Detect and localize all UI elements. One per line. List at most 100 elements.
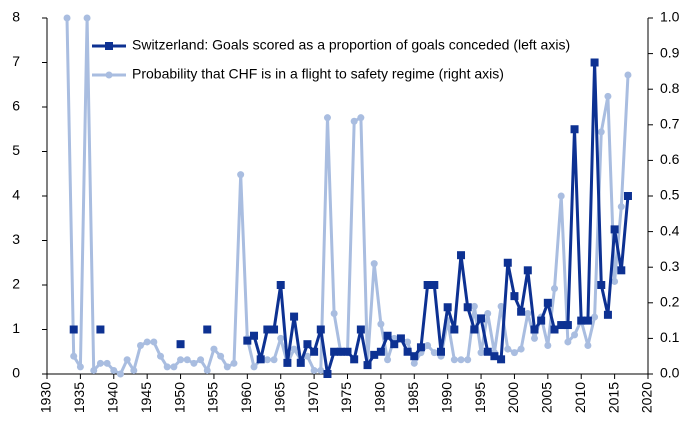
marker <box>336 347 345 356</box>
marker <box>464 356 472 364</box>
marker <box>203 366 211 374</box>
y-tick-label: 3 <box>12 231 20 247</box>
marker <box>611 277 619 285</box>
marker <box>543 298 552 307</box>
legend-marker <box>105 42 113 50</box>
marker <box>197 356 205 364</box>
x-tick-label: 1980 <box>372 382 388 413</box>
marker <box>423 281 432 289</box>
marker <box>330 309 338 317</box>
marker <box>517 345 525 353</box>
marker <box>530 334 538 342</box>
marker <box>370 260 378 268</box>
marker <box>256 355 265 364</box>
marker <box>177 356 185 364</box>
marker <box>424 342 432 350</box>
marker <box>90 366 98 374</box>
marker <box>490 352 499 361</box>
x-tick-label: 1970 <box>305 382 321 413</box>
marker <box>503 258 512 267</box>
marker <box>457 251 466 260</box>
y-tick-label: 5 <box>12 142 20 158</box>
marker <box>510 349 518 357</box>
y2-tick-label: 0.4 <box>660 222 680 238</box>
marker <box>96 359 104 367</box>
marker <box>410 359 418 367</box>
marker <box>484 309 492 317</box>
marker <box>376 347 385 356</box>
y-tick-label: 8 <box>12 9 20 25</box>
marker <box>230 359 238 367</box>
y2-tick-label: 0.7 <box>660 116 680 132</box>
x-tick-label: 1995 <box>472 382 488 413</box>
marker <box>290 345 298 353</box>
marker <box>603 310 612 319</box>
marker <box>76 363 84 371</box>
marker <box>563 321 572 330</box>
marker <box>277 334 285 342</box>
x-tick-label: 1985 <box>405 382 421 413</box>
marker <box>323 114 331 122</box>
marker <box>477 314 486 323</box>
marker <box>310 347 319 356</box>
y2-tick-label: 0.0 <box>660 365 680 381</box>
x-tick-label: 1975 <box>338 382 354 413</box>
marker <box>557 192 565 200</box>
marker <box>203 325 212 334</box>
marker <box>557 321 566 330</box>
marker <box>163 363 171 371</box>
legend-label: Switzerland: Goals scored as a proportio… <box>132 37 570 53</box>
marker <box>150 338 158 346</box>
y2-tick-label: 0.9 <box>660 44 680 60</box>
x-tick-label: 1930 <box>38 382 54 413</box>
x-tick-label: 1950 <box>171 382 187 413</box>
marker <box>183 356 191 364</box>
marker <box>584 342 592 350</box>
marker <box>390 340 399 349</box>
marker <box>83 14 91 22</box>
marker <box>263 356 271 364</box>
marker <box>223 363 231 371</box>
marker <box>384 356 392 364</box>
marker <box>69 325 78 334</box>
marker <box>250 331 259 340</box>
marker <box>624 71 632 79</box>
marker <box>457 356 465 364</box>
marker <box>170 363 178 371</box>
legend: Switzerland: Goals scored as a proportio… <box>92 37 570 82</box>
marker <box>310 366 318 374</box>
y-tick-label: 7 <box>12 53 20 69</box>
marker <box>510 292 519 301</box>
marker <box>436 347 445 356</box>
marker <box>530 325 539 334</box>
x-tick-label: 2020 <box>639 382 655 413</box>
marker <box>483 347 492 356</box>
marker <box>410 352 419 361</box>
marker <box>123 356 131 364</box>
marker <box>136 342 144 350</box>
marker <box>130 366 138 374</box>
marker <box>343 347 352 356</box>
x-tick-label: 1955 <box>205 382 221 413</box>
marker <box>403 347 412 356</box>
marker <box>404 338 412 346</box>
marker <box>551 285 559 293</box>
marker <box>237 171 245 179</box>
x-tick-label: 1940 <box>104 382 120 413</box>
marker <box>103 359 111 367</box>
marker <box>217 352 225 360</box>
y2-tick-label: 0.2 <box>660 294 680 310</box>
marker <box>617 266 626 275</box>
x-tick-label: 1965 <box>271 382 287 413</box>
marker <box>583 316 592 325</box>
marker <box>544 342 552 350</box>
marker <box>176 340 185 349</box>
y-tick-label: 1 <box>12 320 20 336</box>
marker <box>350 117 358 125</box>
marker <box>283 358 292 367</box>
marker <box>357 114 365 122</box>
marker <box>470 302 478 310</box>
y2-tick-label: 0.1 <box>660 329 680 345</box>
marker <box>450 356 458 364</box>
